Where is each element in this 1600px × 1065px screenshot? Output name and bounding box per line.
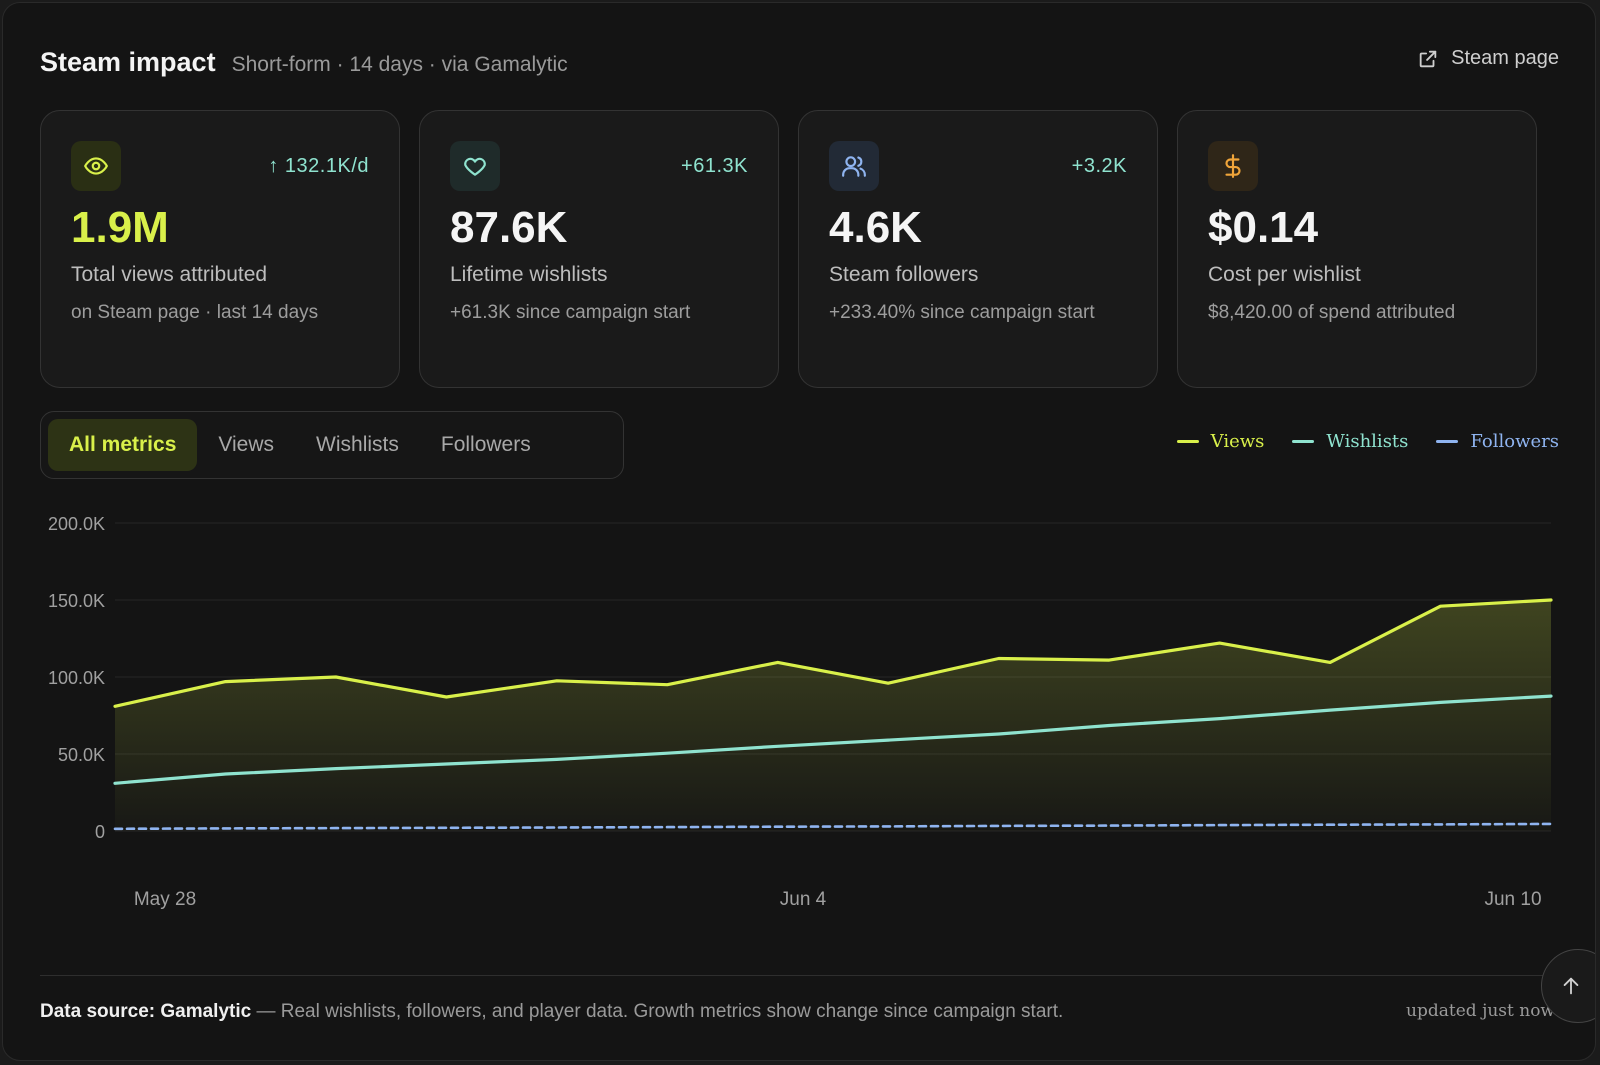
series-line-views: [113, 598, 1553, 708]
card-icon-box: [829, 141, 879, 191]
tab-followers[interactable]: Followers: [440, 433, 531, 456]
legend-label: Views: [1210, 431, 1265, 452]
card-value: 87.6K: [450, 203, 568, 252]
tab-all-metrics[interactable]: All metrics: [48, 419, 198, 471]
chart-legend: Views Wishlists Followers: [1176, 431, 1559, 452]
arrow-up-icon: [1563, 977, 1579, 995]
card-value: 4.6K: [829, 203, 922, 252]
y-tick-label: 0: [95, 822, 105, 842]
page-title: Steam impact: [40, 47, 216, 77]
metric-tabs: All metrics Views Wishlists Followers: [40, 411, 624, 479]
steam-page-link[interactable]: Steam page: [1417, 47, 1559, 70]
card-delta: +3.2K: [1071, 155, 1127, 177]
y-tick-label: 100.0K: [48, 668, 105, 688]
eye-icon: [84, 157, 108, 175]
x-tick-label: Jun 10: [1484, 889, 1541, 910]
card-label: Steam followers: [829, 263, 979, 286]
legend-item-followers[interactable]: Followers: [1436, 431, 1559, 452]
card-icon-box: [1208, 141, 1258, 191]
external-link-icon: [1419, 50, 1437, 67]
card-steam-followers: +3.2K 4.6K Steam followers +233.40% sinc…: [798, 110, 1158, 388]
page-subtitle: Short-form · 14 days · via Gamalytic: [231, 53, 568, 76]
card-label: Total views attributed: [71, 263, 268, 286]
data-source-note: Data source: Gamalytic — Real wishlists,…: [40, 1001, 1063, 1023]
steam-page-link-label: Steam page: [1451, 47, 1559, 69]
legend-item-wishlists[interactable]: Wishlists: [1292, 431, 1408, 452]
card-value: 1.9M: [71, 203, 169, 252]
users-icon: [842, 156, 866, 177]
series-line-followers: [113, 822, 1553, 831]
metric-cards: ↑ 132.1K/d 1.9M Total views attributed o…: [40, 110, 1565, 390]
tab-wishlists[interactable]: Wishlists: [316, 433, 399, 456]
x-tick-label: May 28: [134, 889, 196, 910]
card-delta: ↑ 132.1K/d: [268, 155, 369, 177]
y-tick-label: 150.0K: [48, 591, 105, 611]
legend-label: Wishlists: [1326, 431, 1409, 452]
card-label: Lifetime wishlists: [450, 263, 608, 286]
card-lifetime-wishlists: +61.3K 87.6K Lifetime wishlists +61.3K s…: [419, 110, 779, 388]
card-subtext: +233.40% since campaign start: [829, 302, 1095, 323]
tab-views[interactable]: Views: [218, 433, 275, 456]
card-subtext: +61.3K since campaign start: [450, 302, 691, 323]
scroll-to-top-button[interactable]: [1541, 949, 1595, 1023]
series-line-wishlists: [113, 694, 1553, 785]
data-source-text: — Real wishlists, followers, and player …: [251, 1001, 1064, 1022]
x-tick-label: Jun 4: [780, 889, 827, 910]
footer-divider: [40, 975, 1565, 976]
line-chart: 0 50.0K 100.0K 150.0K 200.0K May 28 Jun 4 Jun 1…: [48, 514, 1553, 910]
card-value: $0.14: [1208, 203, 1319, 252]
data-source-label: Data source: Gamalytic: [40, 1001, 252, 1022]
legend-item-views[interactable]: Views: [1176, 431, 1265, 452]
card-delta: +61.3K: [681, 155, 748, 177]
card-cost-per-wishlist: $0.14 Cost per wishlist $8,420.00 of spe…: [1177, 110, 1537, 388]
card-icon-box: [71, 141, 121, 191]
card-total-views: ↑ 132.1K/d 1.9M Total views attributed o…: [40, 110, 400, 388]
legend-swatch: [1292, 440, 1315, 443]
card-label: Cost per wishlist: [1208, 263, 1361, 286]
dollar-icon: [1225, 154, 1241, 178]
y-tick-label: 50.0K: [58, 745, 105, 765]
updated-timestamp: updated just now: [1406, 1001, 1555, 1021]
legend-label: Followers: [1470, 431, 1559, 452]
panel-header: Steam impact Short-form · 14 days · via …: [40, 47, 568, 78]
series-area-views: [115, 600, 1551, 831]
card-subtext: on Steam page · last 14 days: [71, 302, 319, 323]
card-subtext: $8,420.00 of spend attributed: [1208, 302, 1456, 323]
legend-swatch: [1436, 440, 1459, 443]
heart-icon: [464, 157, 486, 176]
card-icon-box: [450, 141, 500, 191]
legend-swatch: [1176, 440, 1199, 443]
y-tick-label: 200.0K: [48, 514, 105, 534]
